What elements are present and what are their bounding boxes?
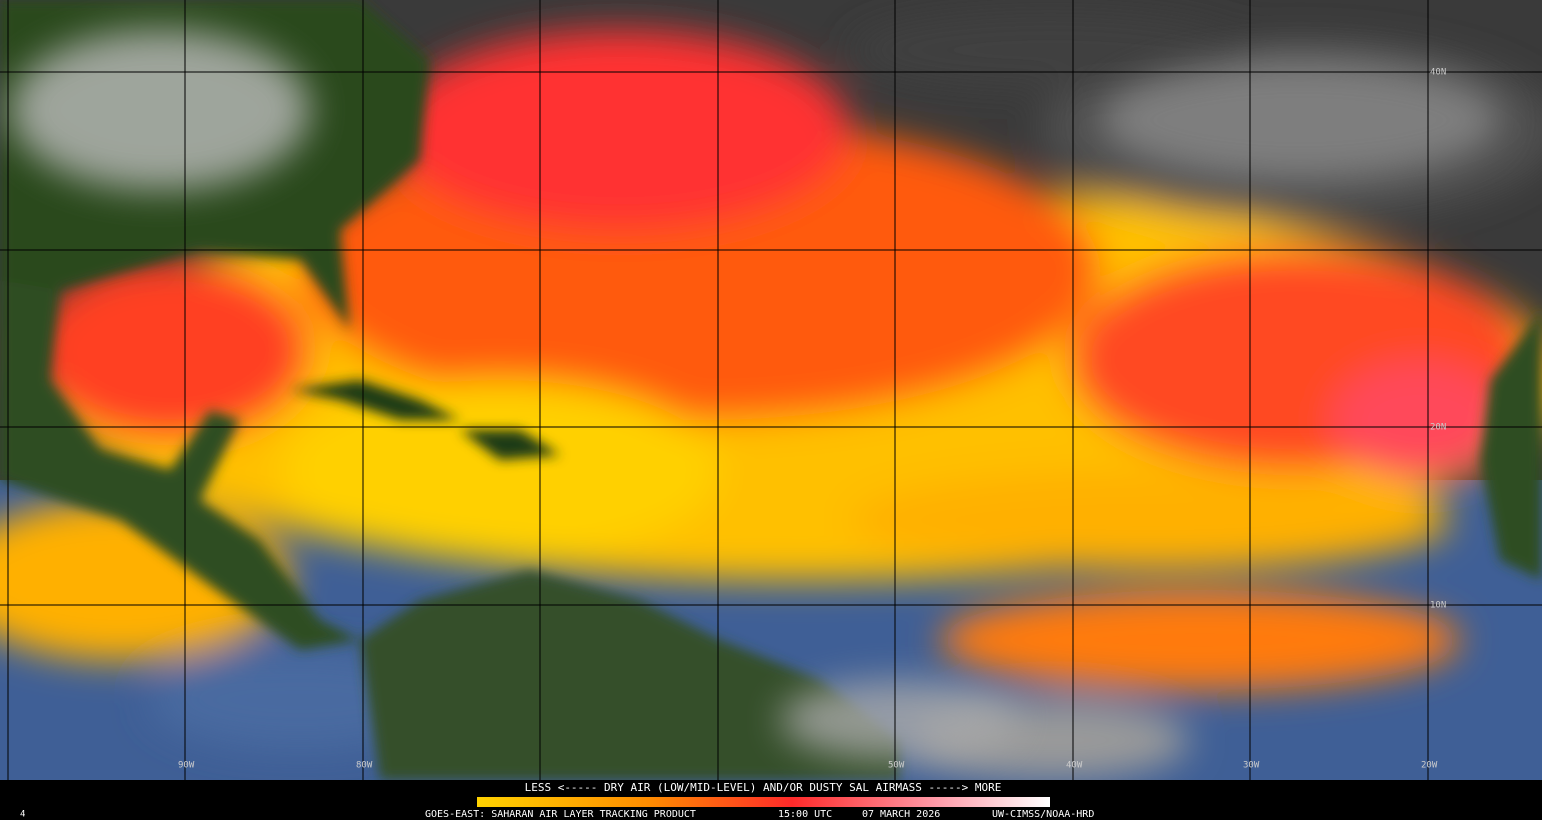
lon-label: 50W <box>888 761 905 771</box>
lat-label: 40N <box>1430 68 1446 78</box>
graticule <box>0 0 1542 780</box>
lon-label: 90W <box>178 761 195 771</box>
lon-label: 30W <box>1243 761 1260 771</box>
colorbar <box>477 797 1050 807</box>
product-name: GOES-EAST: SAHARAN AIR LAYER TRACKING PR… <box>425 809 696 820</box>
imagery: 40N 20N 10N 90W 80W 50W 40W 30W 20W <box>0 0 1542 780</box>
legend-caption: LESS <----- DRY AIR (LOW/MID-LEVEL) AND/… <box>525 781 1002 794</box>
lon-label: 20W <box>1421 761 1438 771</box>
credit: UW-CIMSS/NOAA-HRD <box>992 809 1094 820</box>
lat-label: 20N <box>1430 423 1446 433</box>
lon-label: 80W <box>356 761 373 771</box>
time: 15:00 UTC <box>778 809 832 820</box>
lon-label: 40W <box>1066 761 1083 771</box>
lat-label: 10N <box>1430 601 1446 611</box>
frame-number: 4 <box>20 810 25 820</box>
date: 07 MARCH 2026 <box>862 809 940 820</box>
